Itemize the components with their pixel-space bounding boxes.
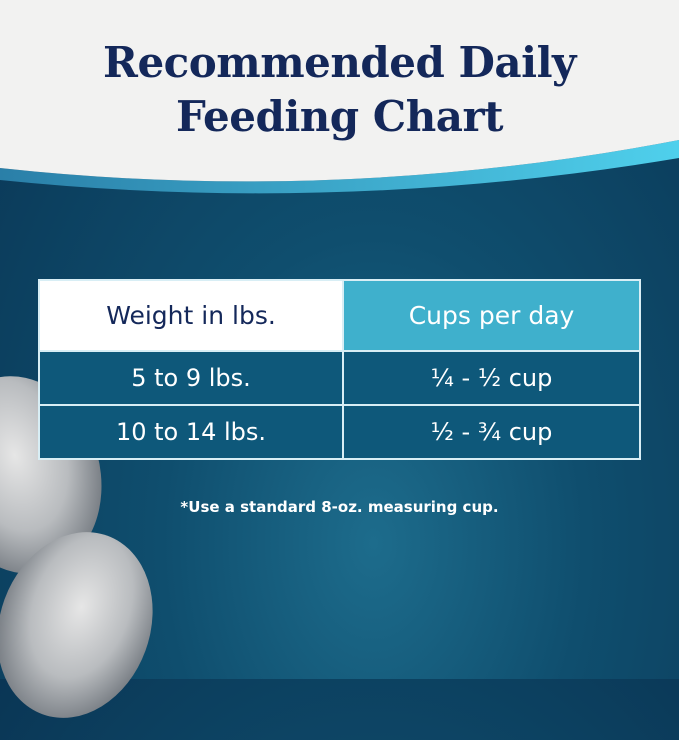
title-line-2: Feeding Chart bbox=[175, 92, 504, 141]
page-title: Recommended Daily Feeding Chart bbox=[0, 36, 679, 144]
table-header-row: Weight in lbs. Cups per day bbox=[37, 279, 641, 352]
cups-cell: ¼ - ½ cup bbox=[342, 350, 641, 406]
title-line-1: Recommended Daily bbox=[103, 38, 576, 87]
table-row: 5 to 9 lbs. ¼ - ½ cup bbox=[37, 350, 641, 406]
header-cups: Cups per day bbox=[342, 279, 641, 352]
marble-header-background bbox=[0, 0, 679, 194]
feeding-table: Weight in lbs. Cups per day 5 to 9 lbs. … bbox=[37, 279, 641, 460]
header-weight: Weight in lbs. bbox=[37, 279, 345, 352]
cups-cell: ½ - ¾ cup bbox=[342, 404, 641, 460]
weight-cell: 10 to 14 lbs. bbox=[37, 404, 345, 460]
table-row: 10 to 14 lbs. ½ - ¾ cup bbox=[37, 404, 641, 460]
footnote: *Use a standard 8-oz. measuring cup. bbox=[180, 498, 499, 516]
weight-cell: 5 to 9 lbs. bbox=[37, 350, 345, 406]
